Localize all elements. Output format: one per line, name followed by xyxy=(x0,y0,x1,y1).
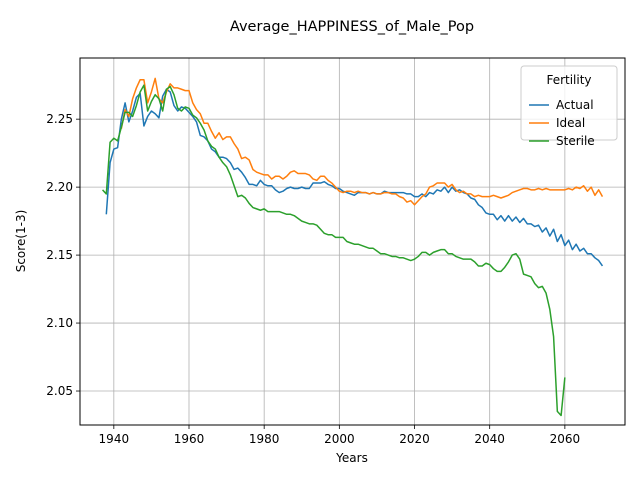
series-line-ideal xyxy=(120,77,604,206)
chart-title: Average_HAPPINESS_of_Male_Pop xyxy=(230,19,474,35)
legend-label-sterile: Sterile xyxy=(556,134,595,148)
x-tick-label: 1980 xyxy=(249,432,280,446)
legend-box xyxy=(520,65,618,141)
x-axis-label: Years xyxy=(335,451,368,465)
legend: Fertility Actual Ideal Sterile xyxy=(520,65,618,148)
series-lines xyxy=(101,77,604,417)
x-tick-label: 1960 xyxy=(174,432,205,446)
y-tick-label: 2.05 xyxy=(46,384,73,398)
series-line-actual xyxy=(105,88,604,267)
plot-frame xyxy=(79,57,626,426)
legend-label-actual: Actual xyxy=(556,98,594,112)
series-line-sterile xyxy=(101,84,566,417)
y-tick-label: 2.20 xyxy=(46,180,73,194)
x-tick-label: 2020 xyxy=(399,432,430,446)
x-tick-label: 2040 xyxy=(474,432,505,446)
legend-label-ideal: Ideal xyxy=(556,116,585,130)
grid-lines xyxy=(80,58,625,425)
x-tick-label: 2060 xyxy=(550,432,581,446)
x-axis-ticks: 1940 1960 1980 2000 2020 2040 2060 xyxy=(99,425,581,446)
y-tick-label: 2.10 xyxy=(46,316,73,330)
y-tick-label: 2.25 xyxy=(46,112,73,126)
x-tick-label: 1940 xyxy=(99,432,130,446)
legend-title: Fertility xyxy=(546,73,591,87)
x-tick-label: 2000 xyxy=(324,432,355,446)
y-axis-label: Score(1-3) xyxy=(14,210,28,273)
y-tick-label: 2.15 xyxy=(46,248,73,262)
y-axis-ticks: 2.05 2.10 2.15 2.20 2.25 xyxy=(46,112,80,398)
